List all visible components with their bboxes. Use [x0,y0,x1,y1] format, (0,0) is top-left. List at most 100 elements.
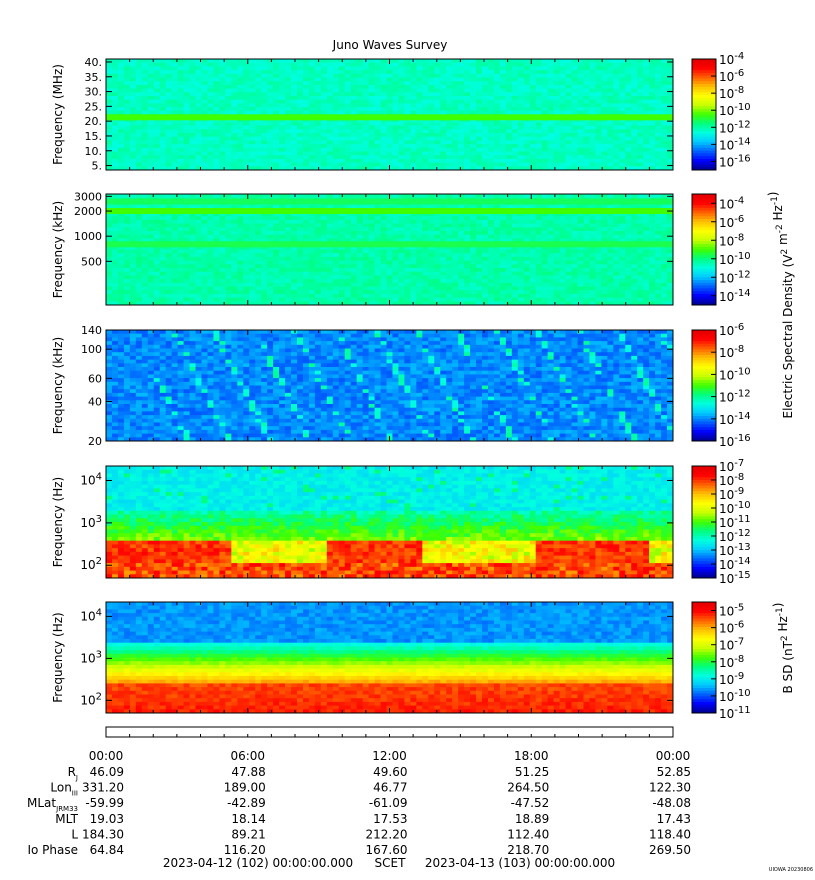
heatmap-cell [440,133,447,138]
heatmap-cell [386,140,393,145]
heatmap-cell [452,275,459,280]
heatmap-cell [511,290,519,295]
heatmap-cell [195,253,202,258]
heatmap-cell [183,205,190,210]
heatmap-cell [291,253,298,258]
heatmap-cell [428,129,435,134]
heatmap-cell [607,99,614,104]
heatmap-cell [422,297,429,302]
heatmap-cell [607,133,614,138]
heatmap-cell [446,73,453,78]
heatmap-cell [386,99,393,104]
heatmap-cell [291,249,298,254]
heatmap-cell [350,256,358,261]
heatmap-cell [589,110,596,115]
heatmap-cell [505,212,513,217]
heatmap-cell [344,249,352,254]
heatmap-cell [410,264,417,269]
heatmap-cell [332,231,340,236]
heatmap-cell [213,238,220,243]
heatmap-cell [165,268,173,273]
heatmap-cell [368,212,375,217]
heatmap-cell [398,70,405,75]
heatmap-cell [380,107,387,112]
heatmap-cell [404,107,411,112]
heatmap-cell [625,144,632,149]
heatmap-cell [655,62,662,67]
heatmap-cell [404,166,411,171]
heatmap-cell [589,144,596,149]
heatmap-cell [392,162,399,167]
heatmap-cell [511,162,519,167]
heatmap-cell [458,110,465,115]
heatmap-cell [661,155,668,160]
heatmap-cell [201,140,208,145]
heatmap-cell [273,59,280,64]
heatmap-cell [129,96,137,101]
heatmap-cell [655,103,662,108]
heatmap-cell [171,253,179,258]
heatmap-cell [404,279,411,284]
heatmap-cell [314,253,322,258]
heatmap-cell [416,253,423,258]
heatmap-cell [302,166,310,171]
heatmap-cell [159,151,167,156]
heatmap-cell [267,301,274,306]
heatmap-cell [487,253,495,258]
heatmap-cell [649,70,656,75]
heatmap-cell [356,227,364,232]
heatmap-cell [147,268,155,273]
heatmap-cell [523,125,531,130]
heatmap-cell [338,155,346,160]
heatmap-cell [667,125,674,130]
heatmap-cell [404,77,411,82]
heatmap-cell [308,70,316,75]
heatmap-cell [428,107,435,112]
heatmap-cell [511,147,519,152]
heatmap-cell [523,92,531,97]
heatmap-cell [237,103,244,108]
heatmap-cell [344,205,352,210]
heatmap-cell [655,99,662,104]
heatmap-cell [386,147,393,152]
heatmap-cell [589,88,596,93]
heatmap-cell [332,147,340,152]
heatmap-cell [332,84,340,89]
heatmap-cell [446,275,453,280]
heatmap-cell [332,194,340,199]
heatmap-cell [487,81,495,86]
heatmap-cell [332,96,340,101]
heatmap-cell [207,271,214,276]
heatmap-cell [207,162,214,167]
heatmap-cell [505,140,513,145]
heatmap-cell [296,279,304,284]
heatmap-cell [189,107,196,112]
heatmap-cell [332,268,340,273]
heatmap-cell [231,88,238,93]
heatmap-cell [308,62,316,67]
heatmap-cell [177,249,184,254]
heatmap-cell [470,231,477,236]
heatmap-cell [291,223,298,228]
heatmap-cell [356,216,364,221]
heatmap-cell [261,245,268,250]
heatmap-cell [213,133,220,138]
heatmap-cell [213,155,220,160]
heatmap-cell [243,96,250,101]
heatmap-cell [511,264,519,269]
heatmap-cell [631,96,638,101]
heatmap-cell [183,231,190,236]
heatmap-cell [183,238,190,243]
heatmap-cell [667,155,674,160]
heatmap-cell [410,231,417,236]
heatmap-cell [655,77,662,82]
heatmap-cell [458,227,465,232]
heatmap-cell [649,81,656,86]
figure-title: Juno Waves Survey [332,38,448,52]
heatmap-cell [607,92,614,97]
heatmap-cell [487,279,495,284]
heatmap-cell [422,282,429,287]
heatmap-cell [404,84,411,89]
heatmap-cell [416,136,423,141]
heatmap-cell [165,62,173,67]
